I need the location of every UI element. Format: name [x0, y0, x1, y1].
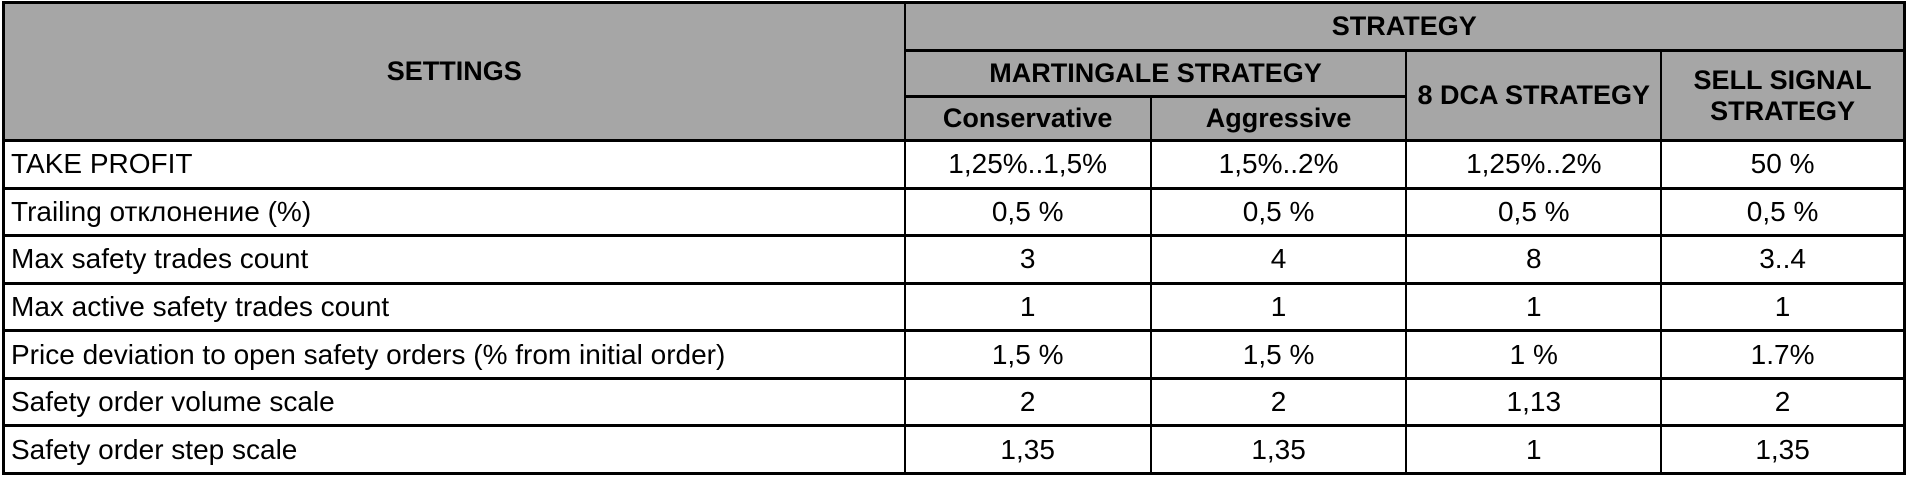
setting-value: 1,35: [903, 424, 1152, 475]
setting-value: 1,13: [1405, 376, 1663, 428]
setting-value: 0,5 %: [1405, 186, 1663, 238]
setting-label: Price deviation to open safety orders (%…: [2, 329, 906, 380]
dca-strategy-header: 8 DCA STRATEGY: [1405, 49, 1663, 142]
martingale-strategy-header: MARTINGALE STRATEGY: [903, 49, 1408, 98]
setting-value: 1,35: [1660, 424, 1906, 475]
setting-value: 1,5%..2%: [1149, 139, 1408, 190]
table-body: TAKE PROFIT 1,25%..1,5% 1,5%..2% 1,25%..2% 5…: [2, 139, 1906, 475]
header-row-groups: MARTINGALE STRATEGY 8 DCA STRATEGY SELL …: [4, 49, 1906, 142]
setting-value: 1,5 %: [1149, 329, 1408, 380]
conservative-subheader: Conservative: [903, 95, 1152, 142]
setting-value: 1 %: [1405, 329, 1663, 380]
setting-value: 2: [903, 376, 1152, 428]
setting-label: Safety order step scale: [2, 424, 906, 475]
table-row: Price deviation to open safety orders (%…: [2, 329, 1906, 380]
table-header: SETTINGS STRATEGY MARTINGALE STRATEGY 8 …: [2, 1, 1906, 142]
setting-label: Trailing отклонение (%): [2, 186, 906, 238]
setting-value: 1.7%: [1660, 329, 1906, 380]
strategy-header: STRATEGY: [903, 1, 1906, 52]
setting-label: Max safety trades count: [2, 234, 906, 285]
setting-value: 1: [903, 281, 1152, 333]
setting-value: 1,25%..2%: [1405, 139, 1663, 190]
setting-value: 1,5 %: [903, 329, 1152, 380]
sell-signal-strategy-header: SELL SIGNAL STRATEGY: [1660, 49, 1906, 142]
setting-value: 4: [1149, 234, 1408, 285]
setting-label: Max active safety trades count: [2, 281, 906, 333]
settings-header: SETTINGS: [2, 1, 906, 142]
table-row: Trailing отклонение (%) 0,5 % 0,5 % 0,5 % 0,…: [2, 186, 1906, 238]
setting-value: 1,35: [1149, 424, 1408, 475]
setting-value: 3..4: [1660, 234, 1906, 285]
setting-value: 0,5 %: [903, 186, 1152, 238]
setting-value: 1: [1660, 281, 1906, 333]
setting-value: 2: [1660, 376, 1906, 428]
setting-value: 1,25%..1,5%: [903, 139, 1152, 190]
table-row: Max safety trades count 3 4 8 3..4: [2, 234, 1906, 285]
header-row-subcols: Conservative Aggressive: [4, 95, 1905, 142]
setting-value: 8: [1405, 234, 1663, 285]
setting-value: 0,5 %: [1660, 186, 1906, 238]
table-row: Max active safety trades count 1 1 1 1: [2, 281, 1906, 333]
setting-value: 2: [1149, 376, 1408, 428]
table-row: TAKE PROFIT 1,25%..1,5% 1,5%..2% 1,25%..2% 5…: [2, 139, 1906, 190]
table-row: Safety order step scale 1,35 1,35 1 1,35: [2, 424, 1906, 475]
header-row-strategy: SETTINGS STRATEGY: [2, 1, 1906, 142]
setting-label: Safety order volume scale: [2, 376, 906, 428]
setting-value: 1: [1405, 424, 1663, 475]
setting-value: 1: [1405, 281, 1663, 333]
setting-value: 50 %: [1660, 139, 1906, 190]
table-row: Safety order volume scale 2 2 1,13 2: [2, 376, 1906, 428]
setting-value: 0,5 %: [1149, 186, 1408, 238]
setting-value: 1: [1149, 281, 1408, 333]
aggressive-subheader: Aggressive: [1149, 95, 1408, 142]
setting-label: TAKE PROFIT: [2, 139, 906, 190]
setting-value: 3: [903, 234, 1152, 285]
